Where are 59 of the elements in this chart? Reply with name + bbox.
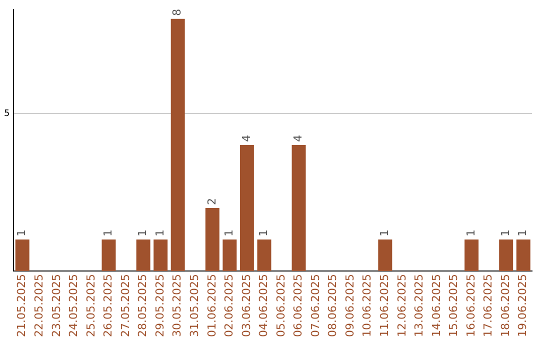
x-tick-label: 14.06.2025	[430, 274, 443, 338]
bar	[516, 240, 530, 272]
bar	[240, 144, 254, 272]
data-label: 1	[222, 230, 236, 236]
x-tick-label: 06.06.2025	[292, 274, 305, 338]
data-label: 1	[15, 230, 28, 236]
bar	[378, 240, 392, 272]
x-tick-label: 15.06.2025	[447, 274, 460, 338]
bar	[205, 208, 220, 272]
bar	[170, 18, 185, 272]
data-label: 2	[205, 198, 218, 205]
x-tick-label: 03.06.2025	[240, 274, 253, 338]
x-tick-label: 25.05.2025	[84, 274, 98, 338]
x-tick-label: 18.06.2025	[498, 274, 512, 338]
bar	[222, 240, 237, 272]
data-label: 1	[102, 230, 115, 236]
x-tick-label: 07.06.2025	[308, 274, 322, 338]
data-label: 1	[498, 230, 512, 236]
bar	[292, 144, 306, 272]
x-tick-label: 28.05.2025	[136, 274, 150, 338]
x-tick-label: 17.06.2025	[482, 274, 495, 338]
data-label: 1	[516, 230, 530, 236]
data-label: 4	[292, 134, 305, 142]
data-label: 4	[240, 134, 253, 142]
x-tick-label: 30.05.2025	[170, 274, 184, 338]
x-tick-label: 23.05.2025	[50, 274, 63, 338]
x-tick-label: 22.05.2025	[32, 274, 46, 338]
data-label: 1	[136, 230, 150, 236]
bar	[136, 240, 150, 272]
x-tick-label: 27.05.2025	[118, 274, 132, 338]
data-label: 1	[464, 230, 478, 236]
x-tick-label: 19.06.2025	[516, 274, 530, 338]
data-label: 1	[378, 230, 392, 236]
x-tick-label: 12.06.2025	[395, 274, 408, 338]
x-tick-label: 10.06.2025	[360, 274, 374, 338]
x-tick-label: 08.06.2025	[326, 274, 340, 338]
bar	[102, 240, 116, 272]
x-tick-label: 02.06.2025	[222, 274, 236, 338]
x-tick-label: 09.06.2025	[343, 274, 356, 338]
bar	[464, 240, 479, 272]
x-tick-label: 13.06.2025	[412, 274, 426, 338]
x-tick-label: 16.06.2025	[464, 274, 478, 338]
x-tick-label: 11.06.2025	[378, 274, 392, 338]
data-label: 1	[257, 230, 270, 236]
x-tick-label: 21.05.2025	[15, 274, 28, 338]
x-tick-label: 01.06.2025	[205, 274, 218, 338]
data-label: 8	[170, 8, 184, 16]
x-tick-label: 31.05.2025	[188, 274, 201, 338]
data-label: 1	[153, 230, 166, 236]
x-tick-label: 04.06.2025	[257, 274, 270, 338]
bar	[499, 240, 514, 272]
x-tick-label: 24.05.2025	[67, 274, 80, 338]
bar	[15, 240, 30, 272]
y-tick-label: 5	[4, 108, 10, 119]
bar	[257, 240, 272, 272]
x-tick-label: 29.05.2025	[153, 274, 166, 338]
x-tick-label: 26.05.2025	[102, 274, 115, 338]
bar	[154, 240, 168, 272]
x-tick-label: 05.06.2025	[274, 274, 288, 338]
